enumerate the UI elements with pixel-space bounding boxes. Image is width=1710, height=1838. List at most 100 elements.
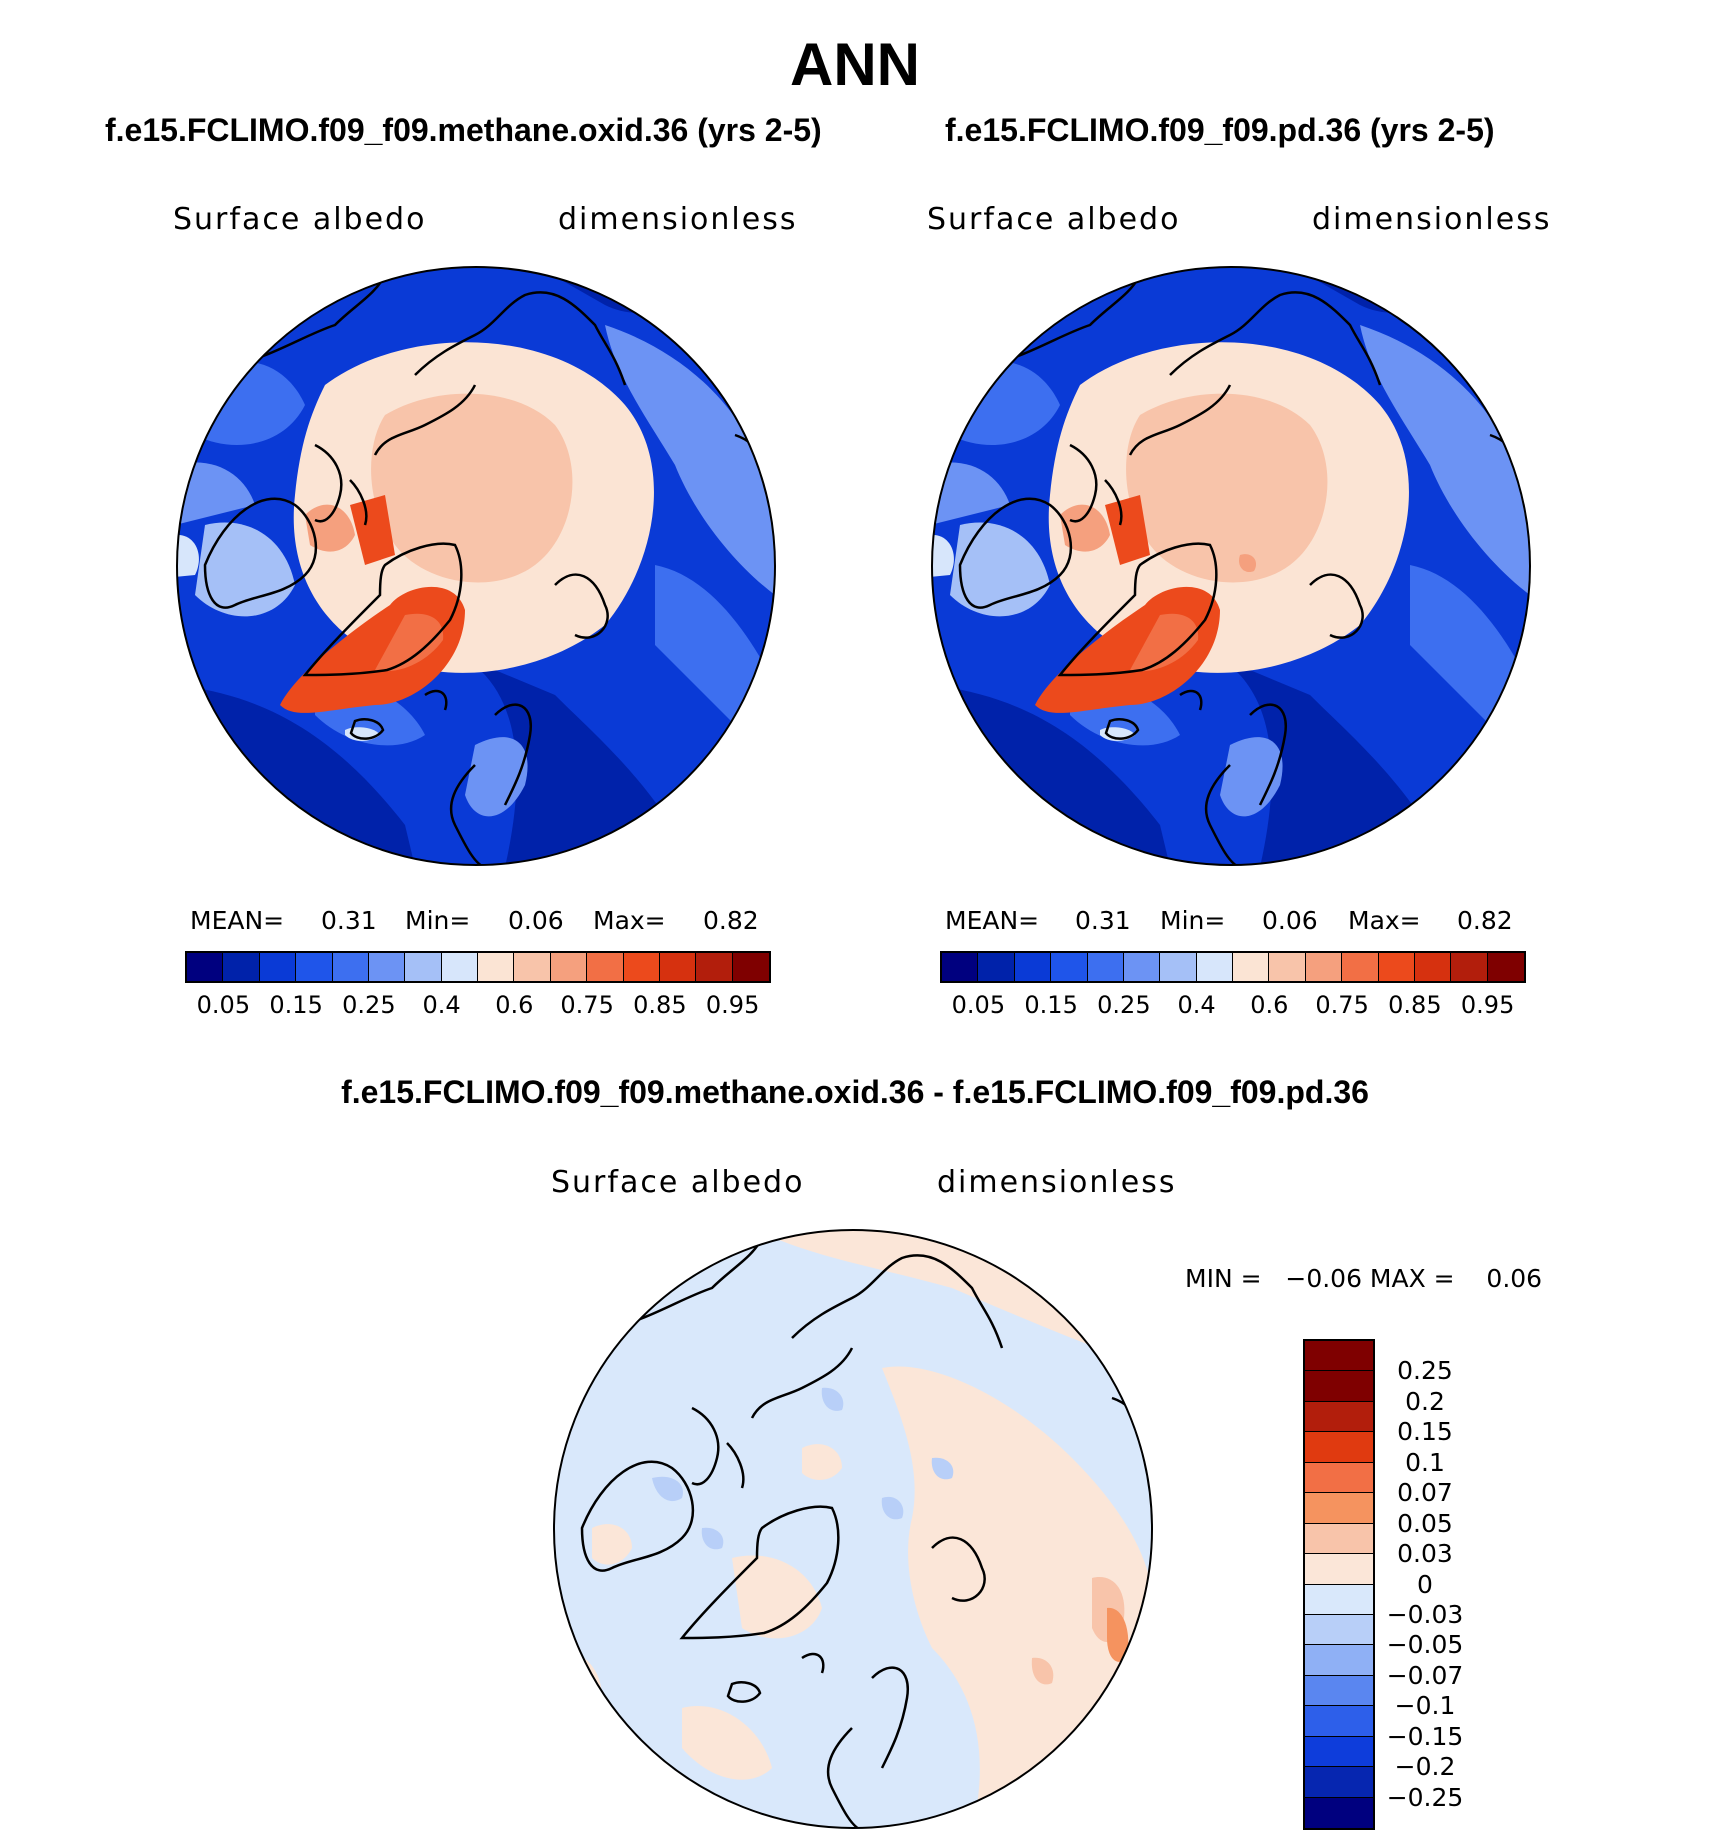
diff-colorbar-box xyxy=(1305,1767,1373,1798)
panel2-min-label: Min= xyxy=(1160,906,1226,935)
panel1-colorbar-tick-label: 0.6 xyxy=(495,991,534,1019)
diff-colorbar-tick-label: −0.1 xyxy=(1394,1691,1456,1721)
diff-colorbar-tick-label: −0.07 xyxy=(1386,1660,1464,1690)
panel2-colorbar-tick-label: 0.75 xyxy=(1315,991,1369,1019)
diff-colorbar-tick-label: 0.25 xyxy=(1397,1356,1453,1386)
panel2-colorbar-tick-label: 0.25 xyxy=(1097,991,1151,1019)
diff-colorbar-tick-label: 0.07 xyxy=(1397,1478,1453,1508)
panel1-colorbar-tick-label: 0.4 xyxy=(422,991,461,1019)
panel1-colorbar-box xyxy=(332,953,369,981)
panel2-case-title: f.e15.FCLIMO.f09_f09.pd.36 (yrs 2-5) xyxy=(945,112,1495,148)
diff-colorbar-tick-label: −0.03 xyxy=(1386,1599,1464,1629)
diff-colorbar-tick-label: −0.25 xyxy=(1386,1782,1464,1812)
panel2-mean-label: MEAN= xyxy=(945,906,1040,935)
panel2-min-value: 0.06 xyxy=(1262,906,1318,935)
diff-colorbar-tick-label: 0.15 xyxy=(1397,1417,1453,1447)
diff-units-label: dimensionless xyxy=(937,1165,1177,1200)
diff-colorbar-box xyxy=(1305,1493,1373,1524)
diff-colorbar-box xyxy=(1305,1614,1373,1646)
diff-colorbar-tick-label: 0.1 xyxy=(1405,1447,1445,1477)
diff-colorbar-tick-label: −0.2 xyxy=(1394,1752,1456,1782)
panel2-variable-label: Surface albedo xyxy=(927,202,1181,237)
panel2-colorbar-tick-label: 0.05 xyxy=(951,991,1006,1019)
panel1-colorbar-box xyxy=(659,953,697,981)
diff-colorbar-box xyxy=(1305,1645,1373,1676)
diff-colorbar-box xyxy=(1305,1401,1373,1433)
panel1-mean-value: 0.31 xyxy=(321,906,377,935)
panel2-mean-value: 0.31 xyxy=(1075,906,1131,935)
panel1-max-value: 0.82 xyxy=(703,906,759,935)
panel2-units-label: dimensionless xyxy=(1312,202,1552,237)
panel1-colorbar-box xyxy=(478,953,515,981)
panel1-colorbar-box xyxy=(696,953,733,981)
diff-colorbar-tick-label: −0.05 xyxy=(1386,1630,1464,1660)
panel1-colorbar-tick-label: 0.15 xyxy=(269,991,323,1019)
panel2-colorbar-box xyxy=(1342,953,1379,981)
diff-polar-map xyxy=(553,1229,1153,1829)
panel2-colorbar-box xyxy=(978,953,1015,981)
diff-colorbar-tick-label: 0.05 xyxy=(1397,1508,1453,1538)
diff-colorbar-tick-label: 0 xyxy=(1417,1569,1433,1599)
panel2-colorbar-box xyxy=(1196,953,1233,981)
diff-colorbar-box xyxy=(1305,1341,1373,1372)
panel1-min-value: 0.06 xyxy=(508,906,564,935)
diff-colorbar-tick-label: 0.03 xyxy=(1397,1539,1453,1569)
panel1-polar-map xyxy=(176,266,776,866)
figure-title: ANN xyxy=(790,31,920,98)
diff-colorbar-box xyxy=(1305,1432,1373,1463)
panel1-units-label: dimensionless xyxy=(558,202,798,237)
panel1-colorbar-tick-label: 0.85 xyxy=(633,991,687,1019)
panel1-colorbar-box xyxy=(296,953,333,981)
panel2-colorbar-box xyxy=(1378,953,1415,981)
diff-colorbar-box xyxy=(1305,1675,1373,1707)
panel1-colorbar xyxy=(185,951,771,983)
panel1-min-label: Min= xyxy=(405,906,471,935)
diff-colorbar-box xyxy=(1305,1523,1373,1555)
diff-colorbar-box xyxy=(1305,1736,1373,1768)
panel2-colorbar-box xyxy=(1487,953,1524,981)
panel1-colorbar-box xyxy=(368,953,406,981)
panel1-colorbar-box xyxy=(187,953,224,981)
diff-colorbar-box xyxy=(1305,1797,1373,1828)
panel2-colorbar-box xyxy=(1123,953,1161,981)
panel1-case-title: f.e15.FCLIMO.f09_f09.methane.oxid.36 (yr… xyxy=(105,112,822,148)
panel1-mean-label: MEAN= xyxy=(190,906,285,935)
diff-colorbar-tick-label: 0.2 xyxy=(1405,1386,1445,1416)
panel2-colorbar-box xyxy=(942,953,979,981)
diff-colorbar-box xyxy=(1305,1554,1373,1585)
panel2-colorbar-box xyxy=(1051,953,1088,981)
panel2-polar-map xyxy=(931,266,1531,866)
panel1-colorbar-box xyxy=(259,953,297,981)
diff-colorbar-tick-label: −0.15 xyxy=(1386,1721,1464,1751)
diff-case-title: f.e15.FCLIMO.f09_f09.methane.oxid.36 - f… xyxy=(341,1074,1369,1110)
panel1-colorbar-tick-label: 0.25 xyxy=(342,991,396,1019)
panel2-colorbar-box xyxy=(1451,953,1488,981)
panel2-colorbar-box xyxy=(1014,953,1052,981)
panel1-max-label: Max= xyxy=(593,906,666,935)
panel1-variable-label: Surface albedo xyxy=(173,202,427,237)
diff-colorbar-box xyxy=(1305,1462,1373,1494)
panel1-colorbar-box xyxy=(405,953,442,981)
panel1-colorbar-box xyxy=(587,953,624,981)
panel2-colorbar-tick-label: 0.4 xyxy=(1177,991,1216,1019)
panel2-colorbar xyxy=(940,951,1526,983)
diff-minmax-text: MIN = −0.06 MAX = 0.06 xyxy=(1185,1264,1543,1293)
panel2-max-value: 0.82 xyxy=(1457,906,1513,935)
panel1-colorbar-box xyxy=(223,953,260,981)
panel1-colorbar-tick-label: 0.75 xyxy=(560,991,614,1019)
panel1-colorbar-box xyxy=(732,953,769,981)
panel2-colorbar-box xyxy=(1087,953,1124,981)
panel2-colorbar-box xyxy=(1233,953,1270,981)
panel2-colorbar-box xyxy=(1305,953,1343,981)
diff-colorbar xyxy=(1303,1339,1375,1830)
diff-variable-label: Surface albedo xyxy=(551,1165,805,1200)
panel1-colorbar-box xyxy=(623,953,660,981)
panel1-colorbar-tick-label: 0.05 xyxy=(196,991,251,1019)
panel1-colorbar-box xyxy=(441,953,478,981)
panel1-colorbar-box xyxy=(550,953,588,981)
panel1-colorbar-box xyxy=(514,953,551,981)
diff-colorbar-box xyxy=(1305,1371,1373,1402)
diff-colorbar-box xyxy=(1305,1706,1373,1737)
panel2-colorbar-box xyxy=(1414,953,1452,981)
panel2-colorbar-tick-label: 0.6 xyxy=(1250,991,1289,1019)
